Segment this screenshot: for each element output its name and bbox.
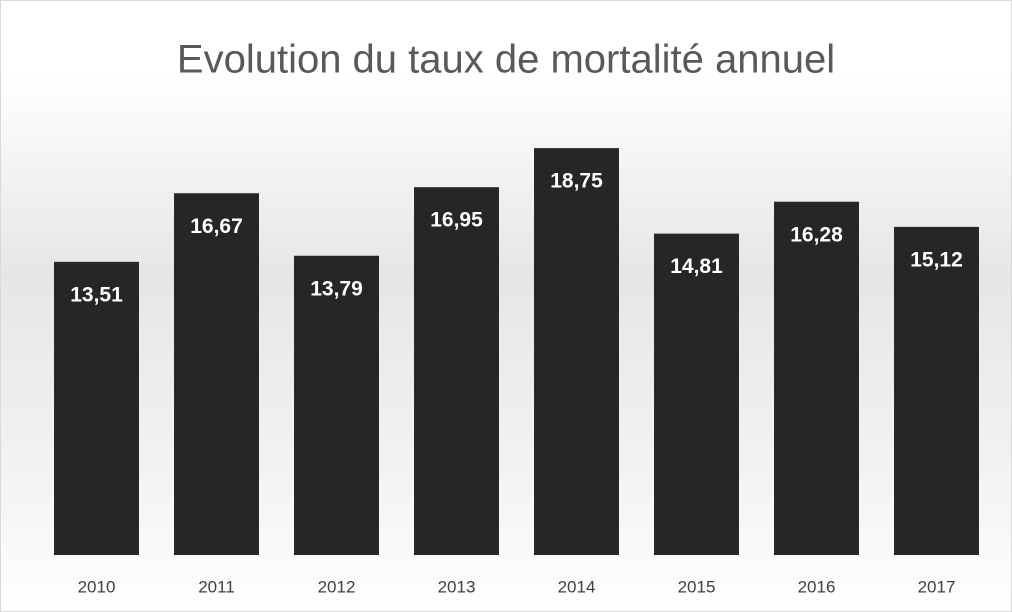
data-label: 14,81 xyxy=(670,255,723,278)
data-label: 16,28 xyxy=(790,223,843,246)
chart-title: Evolution du taux de mortalité annuel xyxy=(177,38,835,82)
x-tick-label: 2010 xyxy=(78,577,116,596)
bar xyxy=(54,261,139,555)
bar xyxy=(414,187,499,555)
bar xyxy=(894,226,979,555)
bar xyxy=(774,201,859,555)
data-label: 13,79 xyxy=(310,277,363,300)
bar xyxy=(654,233,739,556)
x-tick-label: 2014 xyxy=(558,577,596,596)
data-label: 13,51 xyxy=(70,283,123,306)
x-tick-label: 2012 xyxy=(318,577,356,596)
bar xyxy=(294,255,379,555)
x-tick-label: 2016 xyxy=(798,577,836,596)
x-tick-label: 2015 xyxy=(678,577,716,596)
data-label: 16,67 xyxy=(190,215,243,238)
bar xyxy=(174,193,259,556)
bar xyxy=(534,148,619,555)
data-label: 18,75 xyxy=(550,170,603,193)
x-tick-label: 2017 xyxy=(918,577,956,596)
data-label: 15,12 xyxy=(910,248,963,271)
data-label: 16,95 xyxy=(430,209,483,232)
x-tick-label: 2011 xyxy=(198,577,235,596)
x-tick-label: 2013 xyxy=(438,577,476,596)
